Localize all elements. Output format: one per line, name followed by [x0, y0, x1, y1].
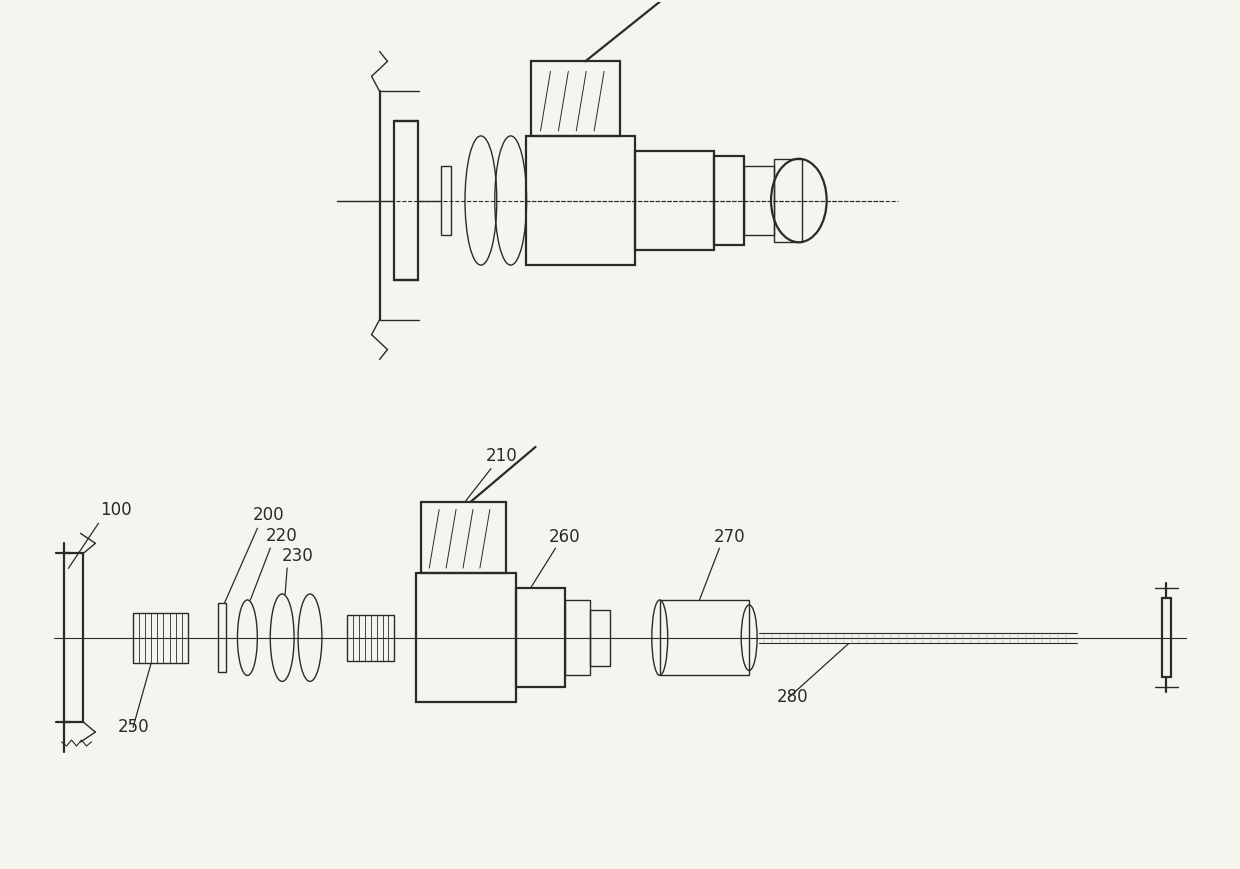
Text: 250: 250 — [118, 717, 150, 735]
Text: 100: 100 — [100, 501, 131, 519]
Text: 280: 280 — [777, 687, 808, 706]
Bar — [516, 588, 565, 687]
Bar — [63, 554, 83, 722]
Bar — [133, 614, 187, 663]
Bar — [714, 156, 744, 246]
Bar — [531, 63, 620, 136]
Text: 230: 230 — [283, 547, 314, 565]
Text: 200: 200 — [253, 506, 284, 524]
Text: 210: 210 — [486, 447, 517, 464]
Bar — [635, 152, 714, 251]
Text: 270: 270 — [713, 527, 745, 546]
Bar — [565, 600, 590, 676]
Bar — [417, 574, 516, 702]
Bar — [744, 167, 774, 236]
Bar — [394, 122, 418, 281]
Text: 260: 260 — [548, 527, 580, 546]
Bar — [660, 600, 749, 676]
Bar — [347, 615, 394, 660]
Bar — [590, 610, 610, 666]
Text: 220: 220 — [265, 527, 298, 545]
Bar — [774, 160, 802, 243]
Bar — [1162, 598, 1172, 678]
Bar — [217, 603, 226, 673]
Bar — [441, 167, 451, 236]
Bar — [526, 136, 635, 266]
Bar — [422, 502, 506, 574]
